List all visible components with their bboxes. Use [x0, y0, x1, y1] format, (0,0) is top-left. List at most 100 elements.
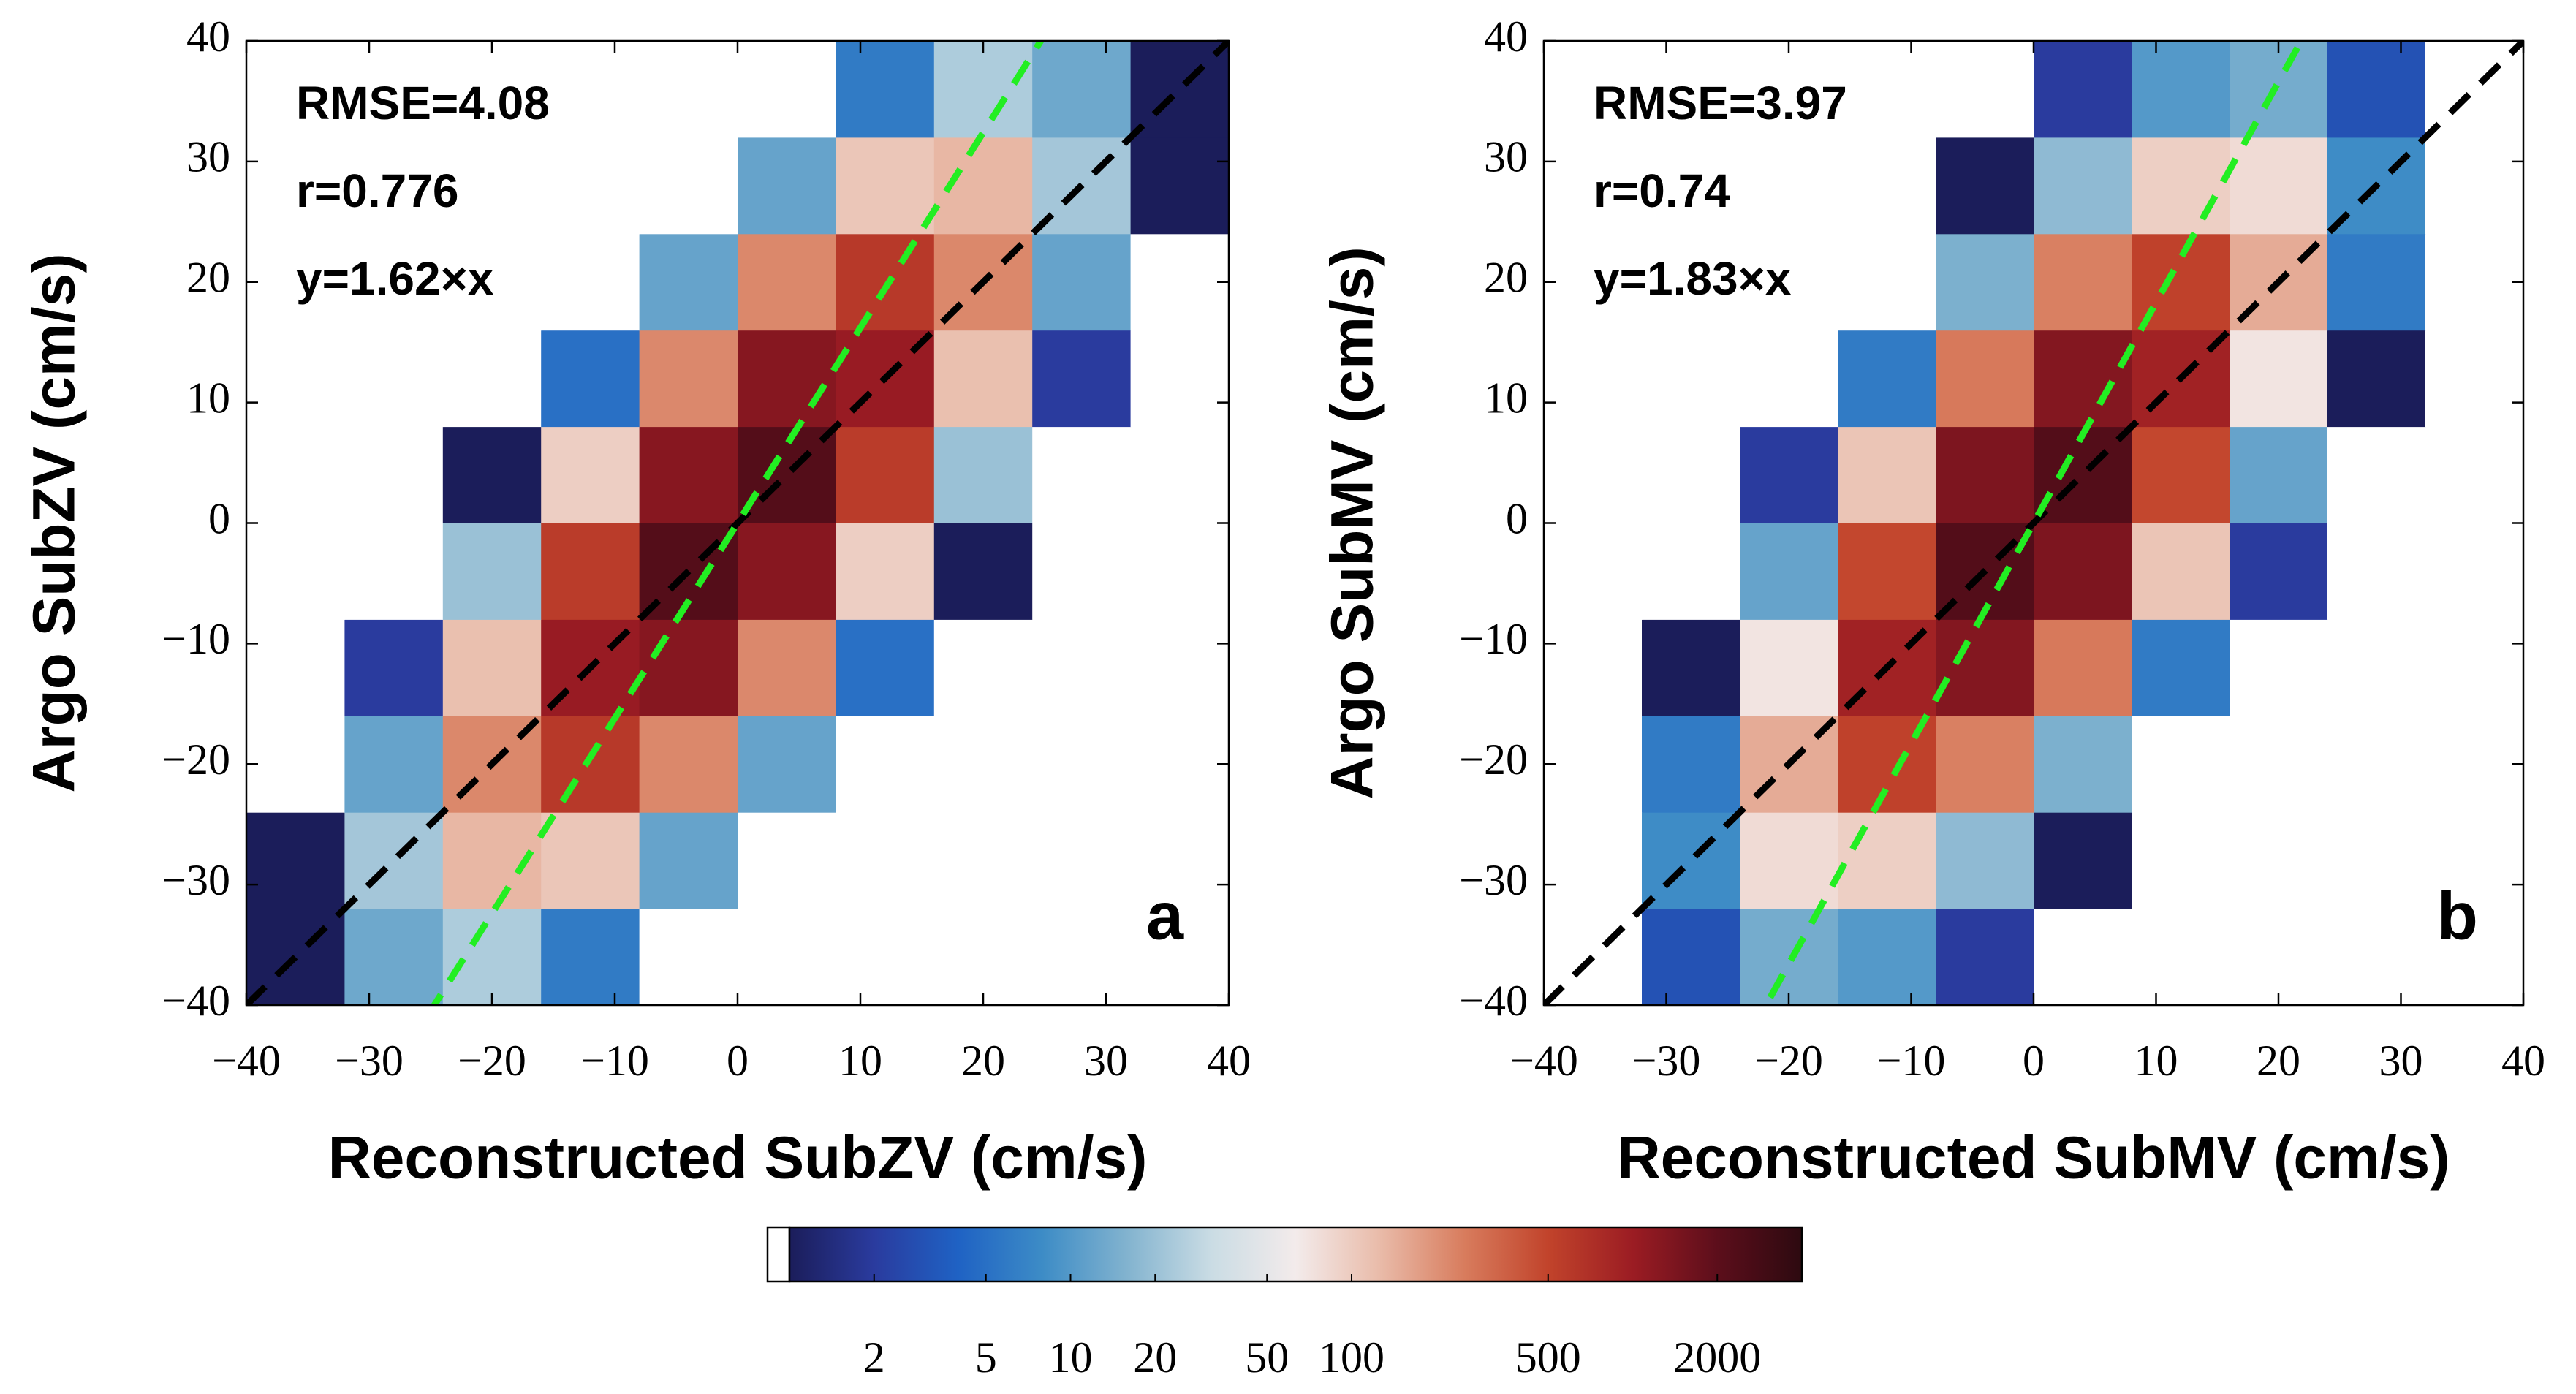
annotation: y=1.62×x: [296, 252, 494, 305]
heat-cell: [344, 716, 444, 813]
x-tick-label: 30: [2379, 1037, 2423, 1085]
colorbar-tick-label: 500: [1515, 1333, 1581, 1382]
heat-cell: [344, 426, 444, 523]
heat-cell: [442, 523, 542, 620]
heat-cell: [246, 233, 345, 331]
heat-cell: [2132, 41, 2230, 138]
heat-cell: [1130, 909, 1230, 1006]
heat-cell: [2327, 426, 2426, 523]
y-tick-label: −20: [1459, 735, 1528, 784]
heat-cell: [2230, 619, 2328, 716]
heat-cell: [1032, 41, 1132, 138]
heat-cell: [344, 909, 444, 1006]
heat-cell: [442, 426, 542, 523]
heat-cell: [2034, 909, 2132, 1006]
heat-cell: [836, 41, 935, 138]
heat-cell: [836, 909, 935, 1006]
x-tick-label: −40: [212, 1037, 281, 1085]
heat-cell: [246, 426, 345, 523]
heat-cell: [2425, 716, 2524, 813]
heat-cell: [639, 41, 738, 138]
heat-cell: [1544, 812, 1643, 909]
heat-cell: [1642, 233, 1740, 331]
heat-cell: [639, 619, 738, 716]
heat-cell: [639, 909, 738, 1006]
heat-cell: [2132, 426, 2230, 523]
heat-cell: [836, 716, 935, 813]
heat-cell: [2425, 523, 2524, 620]
heat-cell: [2034, 137, 2132, 235]
heat-cell: [1740, 41, 1838, 138]
heat-cell: [442, 909, 542, 1006]
heat-cell: [738, 330, 836, 428]
colorbar-tick-label: 10: [1049, 1333, 1093, 1382]
heat-cell: [1740, 619, 1838, 716]
heat-cell: [1544, 619, 1643, 716]
heat-cell: [2327, 41, 2426, 138]
heat-cell: [2034, 812, 2132, 909]
y-tick-label: −10: [162, 615, 230, 663]
heat-cell: [1936, 619, 2034, 716]
x-tick-label: −40: [1509, 1037, 1578, 1085]
heat-cell: [1838, 909, 1936, 1006]
heat-cell: [541, 716, 640, 813]
heat-cell: [1130, 330, 1230, 428]
heat-cell: [738, 523, 836, 620]
heat-cell: [1032, 233, 1132, 331]
heat-cell: [1032, 716, 1132, 813]
heat-cell: [1642, 909, 1740, 1006]
heat-cell: [246, 137, 345, 235]
y-tick-label: 0: [208, 494, 230, 542]
heat-cell: [1642, 330, 1740, 428]
heat-cell: [2230, 41, 2328, 138]
heat-cell: [1544, 426, 1643, 523]
colorbar-tick-label: 2000: [1673, 1333, 1761, 1382]
heat-cell: [1936, 330, 2034, 428]
heat-cell: [2132, 716, 2230, 813]
heat-cell: [442, 41, 542, 138]
heat-cell: [344, 41, 444, 138]
heat-cell: [1032, 523, 1132, 620]
heat-cell: [1936, 909, 2034, 1006]
heat-cell: [442, 330, 542, 428]
x-tick-label: −20: [1754, 1037, 1823, 1085]
heat-cell: [1740, 426, 1838, 523]
heat-cell: [1642, 716, 1740, 813]
heat-cell: [246, 523, 345, 620]
heat-cell: [738, 137, 836, 235]
heat-cell: [1032, 426, 1132, 523]
heat-cell: [1936, 233, 2034, 331]
colorbar-tick-label: 100: [1319, 1333, 1384, 1382]
x-axis-label: Reconstructed SubZV (cm/s): [328, 1125, 1148, 1192]
heat-cell: [2132, 619, 2230, 716]
colorbar-tick-label: 50: [1245, 1333, 1289, 1382]
y-axis-label: Argo SubMV (cm/s): [1319, 246, 1386, 799]
heat-cell: [1642, 812, 1740, 909]
heat-cell: [1544, 41, 1643, 138]
heat-cell: [1130, 426, 1230, 523]
y-tick-label: 30: [1484, 133, 1528, 181]
heat-cell: [541, 233, 640, 331]
heat-cell: [738, 426, 836, 523]
heat-cell: [933, 426, 1033, 523]
heat-cell: [639, 812, 738, 909]
annotation: r=0.74: [1594, 164, 1730, 217]
heat-cell: [1642, 426, 1740, 523]
heat-cell: [1740, 812, 1838, 909]
heat-cell: [541, 909, 640, 1006]
heat-cell: [738, 619, 836, 716]
heat-cell: [738, 41, 836, 138]
y-tick-label: 20: [186, 254, 230, 302]
heat-cell: [738, 909, 836, 1006]
heat-cell: [2230, 426, 2328, 523]
heat-cell: [1838, 137, 1936, 235]
heat-cell: [246, 41, 345, 138]
heat-cell: [1838, 523, 1936, 620]
y-tick-label: 10: [1484, 374, 1528, 422]
heat-cell: [836, 523, 935, 620]
heat-cell: [2425, 330, 2524, 428]
heat-cell: [1130, 137, 1230, 235]
y-tick-label: −10: [1459, 615, 1528, 663]
panel: −40 −30 −20 −10 0 10 20 30 40 −40 −30 −20 −10 0 10 20 30…: [1319, 12, 2545, 1192]
